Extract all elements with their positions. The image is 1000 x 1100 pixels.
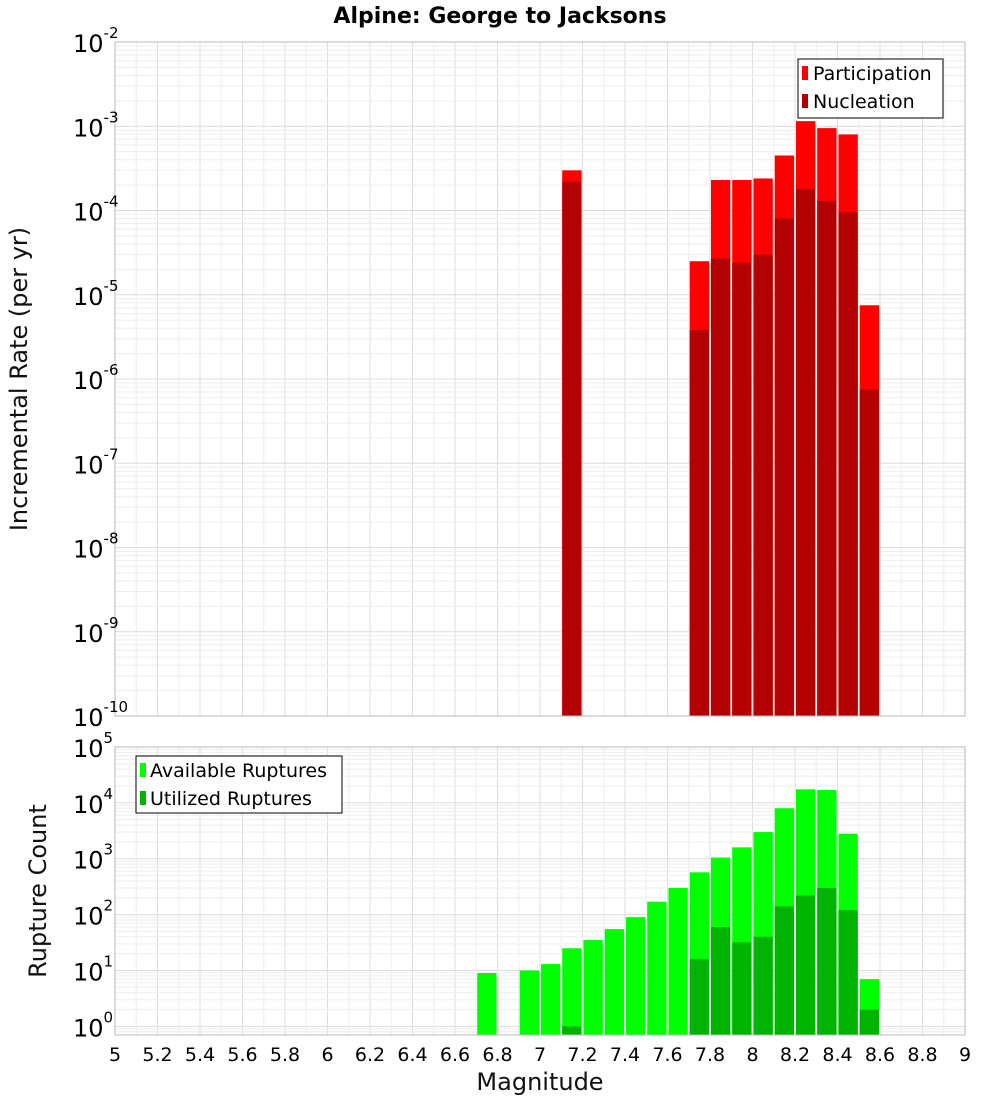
x-tick-label: 8.4 — [822, 1044, 852, 1066]
bar-utilized-ruptures — [859, 1009, 880, 1035]
bar-available-ruptures — [562, 948, 582, 1035]
count-y-ticks: 100 101 102 103 104 105 — [73, 729, 113, 1042]
rate-y-tick-label: 10-2 — [73, 24, 119, 58]
x-tick-label: 8.6 — [865, 1044, 895, 1066]
rate-bars — [562, 121, 880, 717]
rate-panel: 10-10 10-9 10-8 10-7 10-6 10-5 10-4 10-3 10-2 In… — [5, 24, 966, 732]
legend-swatch-available — [140, 763, 146, 777]
count-y-tick-label: 100 — [73, 1008, 113, 1042]
count-y-tick-label: 104 — [73, 785, 113, 819]
bar-nucleation — [562, 181, 582, 717]
bar-nucleation — [795, 188, 816, 716]
bar-utilized-ruptures — [795, 895, 816, 1035]
bar-available-ruptures — [540, 964, 561, 1035]
bar-nucleation — [859, 389, 880, 716]
bar-available-ruptures — [668, 887, 688, 1035]
rate-legend: Participation Nucleation — [797, 58, 944, 119]
count-y-tick-label: 102 — [73, 897, 113, 931]
x-tick-label: 5.6 — [227, 1044, 257, 1066]
x-tick-label: 7 — [534, 1044, 546, 1066]
rate-y-tick-label: 10-9 — [73, 614, 119, 648]
bar-available-ruptures — [604, 929, 625, 1035]
bar-utilized-ruptures — [774, 906, 795, 1035]
bar-utilized-ruptures — [710, 927, 731, 1035]
legend-label-available: Available Ruptures — [150, 760, 327, 782]
bar-nucleation — [817, 200, 837, 716]
bar-available-ruptures — [519, 970, 540, 1035]
x-tick-label: 7.4 — [610, 1044, 640, 1066]
rupture-count-y-axis-label: Rupture Count — [24, 804, 52, 978]
x-tick-label: 5.4 — [185, 1044, 215, 1066]
bar-utilized-ruptures — [562, 1026, 582, 1035]
legend-label-participation: Participation — [813, 63, 932, 85]
x-tick-label: 8.8 — [907, 1044, 937, 1066]
x-tick-label: 8.2 — [780, 1044, 810, 1066]
bar-nucleation — [689, 330, 710, 716]
rate-y-tick-label: 10-8 — [73, 530, 119, 564]
x-tick-label: 7.2 — [567, 1044, 597, 1066]
count-y-tick-label: 103 — [73, 841, 113, 875]
rate-y-tick-label: 10-4 — [73, 193, 119, 227]
count-bars — [477, 789, 880, 1035]
rate-y-tick-label: 10-6 — [73, 361, 119, 395]
rate-y-tick-label: 10-3 — [73, 108, 119, 142]
x-ticks: 5 5.2 5.4 5.6 5.8 6 6.2 6.4 6.6 6.8 7 7.2 7.4 7.6 7.8 8… — [109, 1044, 971, 1066]
legend-label-utilized: Utilized Ruptures — [150, 788, 312, 810]
x-tick-label: 9 — [959, 1044, 971, 1066]
count-legend: Available Ruptures Utilized Ruptures — [135, 755, 343, 814]
rate-legend-box — [797, 58, 944, 119]
bar-utilized-ruptures — [817, 887, 837, 1035]
x-tick-label: 7.8 — [695, 1044, 725, 1066]
bar-utilized-ruptures — [838, 910, 858, 1035]
x-tick-label: 5.8 — [270, 1044, 300, 1066]
bar-nucleation — [710, 258, 731, 716]
x-tick-label: 6.4 — [397, 1044, 427, 1066]
x-tick-label: 6 — [321, 1044, 333, 1066]
rate-y-tick-label: 10-5 — [73, 277, 119, 311]
legend-swatch-participation — [802, 66, 808, 80]
bar-nucleation — [753, 254, 773, 716]
count-y-tick-label: 101 — [73, 952, 113, 986]
x-tick-label: 6.2 — [355, 1044, 385, 1066]
bar-nucleation — [732, 262, 752, 716]
rate-y-tick-label: 10-7 — [73, 445, 119, 479]
count-legend-box — [135, 755, 343, 814]
bar-utilized-ruptures — [753, 936, 773, 1035]
bar-available-ruptures — [477, 973, 497, 1035]
bar-available-ruptures — [647, 901, 667, 1035]
rate-grid — [114, 41, 966, 717]
bar-available-ruptures — [583, 940, 603, 1035]
x-tick-label: 7.6 — [652, 1044, 682, 1066]
bar-utilized-ruptures — [732, 942, 752, 1035]
x-tick-label: 5 — [109, 1044, 121, 1066]
bar-nucleation — [838, 212, 858, 717]
legend-swatch-nucleation — [802, 94, 808, 108]
bar-available-ruptures — [625, 917, 646, 1035]
x-tick-label: 6.6 — [440, 1044, 470, 1066]
x-axis-label: Magnitude — [476, 1068, 603, 1096]
count-plot-frame — [114, 746, 966, 1036]
count-y-tick-label: 105 — [73, 729, 113, 763]
bar-utilized-ruptures — [689, 959, 710, 1035]
x-tick-label: 6.8 — [482, 1044, 512, 1066]
x-tick-label: 5.2 — [142, 1044, 172, 1066]
count-panel: 100 101 102 103 104 105 5 5.2 5.4 5.6 5.8 6 6.2 6.4 6… — [24, 729, 971, 1096]
x-tick-label: 8 — [746, 1044, 758, 1066]
legend-label-nucleation: Nucleation — [813, 91, 915, 113]
bar-nucleation — [774, 218, 795, 716]
legend-swatch-utilized — [140, 791, 146, 805]
rate-plot-frame — [114, 41, 966, 717]
rate-y-tick-label: 10-10 — [73, 698, 128, 732]
rate-y-axis-label: Incremental Rate (per yr) — [5, 227, 33, 531]
rate-y-ticks: 10-10 10-9 10-8 10-7 10-6 10-5 10-4 10-3 10-2 — [73, 24, 128, 732]
chart-title: Alpine: George to Jacksons — [333, 4, 666, 29]
